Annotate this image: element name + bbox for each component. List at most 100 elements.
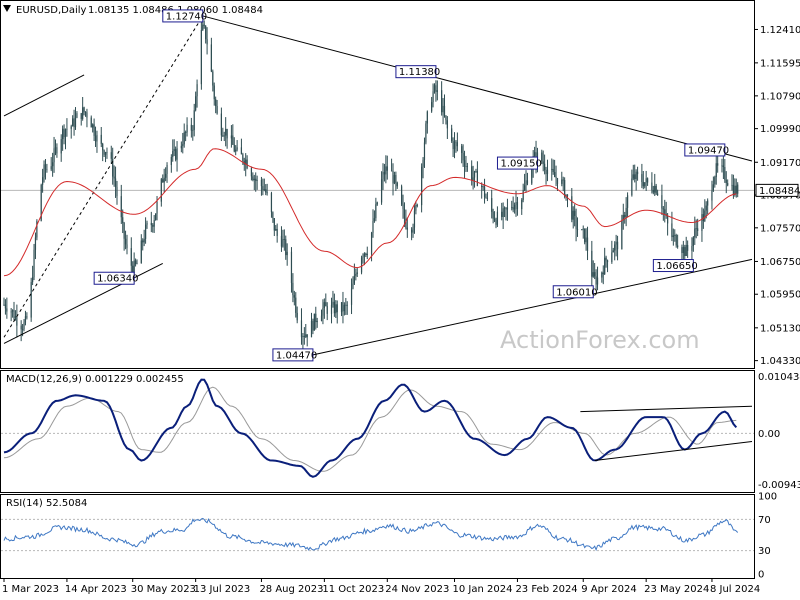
candle-body	[611, 252, 613, 263]
candle-body	[624, 214, 626, 218]
candle-body	[222, 135, 224, 137]
candle-body	[615, 241, 617, 245]
candle-body	[376, 202, 378, 205]
candle-body	[192, 129, 194, 131]
candle-body	[363, 253, 366, 257]
candle-body	[370, 232, 373, 254]
candle-body	[442, 105, 444, 113]
candle-body	[206, 39, 208, 45]
candle-body	[10, 311, 12, 313]
candle-body	[182, 144, 184, 146]
candle-body	[675, 235, 677, 246]
rsi-line	[3, 517, 739, 552]
candle-body	[315, 313, 317, 323]
candle-body	[705, 205, 707, 211]
price-annotation-label: 1.09150	[500, 159, 541, 170]
candle-body	[130, 248, 132, 266]
candle-body	[383, 171, 386, 175]
candle-body	[664, 209, 666, 214]
candle-body	[365, 253, 367, 256]
price-annotation-box	[684, 143, 726, 157]
candle-body	[534, 152, 536, 157]
candle-body	[166, 165, 168, 174]
candle-body	[483, 186, 486, 197]
price-tick-label: 1.06750	[760, 257, 800, 268]
candle-body	[542, 161, 544, 164]
candle-body	[717, 163, 719, 166]
candle-body	[422, 159, 424, 167]
candle-body	[30, 282, 32, 318]
candle-body	[54, 147, 57, 149]
candle-body	[471, 166, 473, 181]
candle-body	[671, 223, 673, 238]
candle-body	[531, 166, 533, 184]
candle-body	[403, 208, 406, 219]
candle-body	[355, 273, 357, 276]
candle-body	[396, 182, 398, 187]
candle-body	[285, 239, 287, 256]
candle-body	[711, 190, 713, 201]
trendline	[312, 258, 753, 356]
candle-body	[606, 260, 609, 263]
candle-body	[601, 272, 603, 278]
candle-body	[634, 174, 636, 180]
candle-body	[185, 132, 187, 133]
candle-body	[286, 251, 288, 256]
candle-body	[233, 144, 235, 152]
candle-body	[472, 177, 474, 181]
candle-body	[453, 141, 456, 150]
candle-body	[215, 99, 217, 106]
candle-body	[200, 29, 202, 85]
candle-body	[123, 222, 125, 239]
current-price-tag	[755, 183, 799, 197]
date-tick-label: 24 Nov 2023	[385, 584, 449, 595]
candle-body	[290, 251, 293, 283]
candle-body	[602, 272, 604, 275]
candle-body	[253, 178, 255, 181]
candle-body	[644, 182, 646, 187]
candle-body	[193, 110, 195, 130]
price-tick-label: 1.12410	[760, 25, 800, 36]
candle-body	[150, 222, 152, 226]
candle-body	[252, 176, 254, 181]
candle-body	[616, 241, 619, 250]
candle-body	[632, 174, 634, 179]
candle-body	[162, 179, 164, 183]
candle-body	[196, 84, 198, 97]
candle-body	[74, 117, 77, 128]
macd-tick-label: -0.009436	[758, 480, 800, 491]
candle-body	[667, 215, 669, 224]
candle-body	[140, 240, 142, 264]
candle-body	[36, 220, 38, 238]
candle-body	[727, 183, 729, 186]
candle-body	[596, 277, 599, 285]
candle-body	[576, 229, 579, 230]
macd-trendline	[594, 441, 753, 462]
candle-body	[465, 166, 467, 167]
candle-body	[242, 154, 244, 161]
candle-body	[545, 170, 547, 175]
candle-body	[411, 229, 413, 233]
collapse-triangle-icon[interactable]	[3, 5, 11, 12]
candle-body	[223, 135, 225, 137]
candle-body	[677, 245, 679, 248]
candle-body	[46, 169, 48, 171]
candle-body	[4, 304, 7, 309]
candle-body	[482, 186, 484, 188]
candle-body	[485, 196, 487, 199]
candle-body	[621, 220, 623, 250]
price-annotations: 1.12740 1.11380 1.09150 1.09470 1.06340 1.044…	[93, 9, 729, 362]
candle-body	[654, 185, 656, 193]
candle-body	[320, 315, 323, 321]
candle-body	[42, 177, 44, 185]
candle-body	[165, 173, 167, 178]
candle-body	[626, 195, 629, 208]
price-annotation-box	[652, 259, 694, 273]
candle-body	[595, 276, 597, 285]
candle-body	[503, 207, 506, 209]
date-tick-label: 8 Jul 2024	[710, 584, 760, 595]
candle-body	[183, 132, 185, 145]
candle-body	[443, 105, 446, 116]
candle-body	[303, 335, 305, 337]
candle-body	[712, 184, 714, 191]
